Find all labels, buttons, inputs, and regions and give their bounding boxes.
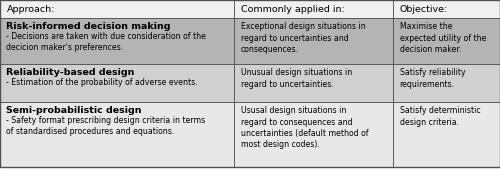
Text: Maximise the
expected utility of the
decision maker.: Maximise the expected utility of the dec… [400,23,486,54]
Text: Risk-informed decision making: Risk-informed decision making [6,23,171,32]
Text: - Safety format prescribing design criteria in terms
of standardised procedures : - Safety format prescribing design crite… [6,116,206,136]
Bar [0,64,234,102]
Bar [393,64,500,102]
Bar [393,102,500,167]
Text: Ususal design situations in
regard to consequences and
uncertainties (default me: Ususal design situations in regard to co… [240,107,368,149]
Text: Satisfy deterministic
design criteria.: Satisfy deterministic design criteria. [400,107,480,127]
Text: Commonly applied in:: Commonly applied in: [240,4,344,13]
Bar [0,102,234,167]
Bar [234,18,393,64]
Text: Reliability-based design: Reliability-based design [6,69,135,78]
Bar [234,0,393,18]
Text: - Decisions are taken with due consideration of the
decicion maker's preferences: - Decisions are taken with due considera… [6,32,206,52]
Text: Semi-probabilistic design: Semi-probabilistic design [6,107,142,115]
Text: Satisfy reliability
requirements.: Satisfy reliability requirements. [400,69,465,89]
Text: Unusual design situations in
regard to uncertainties.: Unusual design situations in regard to u… [240,69,352,89]
Bar [393,18,500,64]
Text: Approach:: Approach: [6,4,55,13]
Bar [234,64,393,102]
Bar [234,102,393,167]
Bar [0,0,234,18]
Text: - Estimation of the probability of adverse events.: - Estimation of the probability of adver… [6,78,198,87]
Text: Exceptional design situations in
regard to uncertainties and
consequences.: Exceptional design situations in regard … [240,23,365,54]
Bar [0,18,234,64]
Bar [393,0,500,18]
Text: Objective:: Objective: [400,4,448,13]
